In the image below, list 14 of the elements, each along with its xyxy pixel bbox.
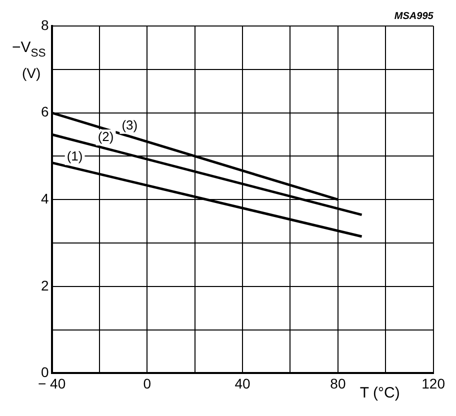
x-axis-title: T (°C): [360, 384, 400, 402]
y-tick-label: 2: [40, 277, 49, 294]
series-label: (3): [122, 117, 138, 132]
x-tick-label: 80: [330, 375, 346, 392]
y-tick-label: 6: [40, 104, 49, 120]
x-tick-label: 40: [234, 375, 251, 392]
text: MSA995: [394, 10, 434, 22]
y-tick-label: 0: [40, 364, 49, 380]
y-tick-label: 4: [40, 190, 49, 206]
series-label: (2): [98, 129, 114, 144]
x-tick-label: 0: [143, 375, 152, 392]
y-tick-label: 8: [40, 16, 49, 33]
series-label: (1): [66, 148, 83, 164]
x-tick-label: 120: [422, 375, 446, 392]
